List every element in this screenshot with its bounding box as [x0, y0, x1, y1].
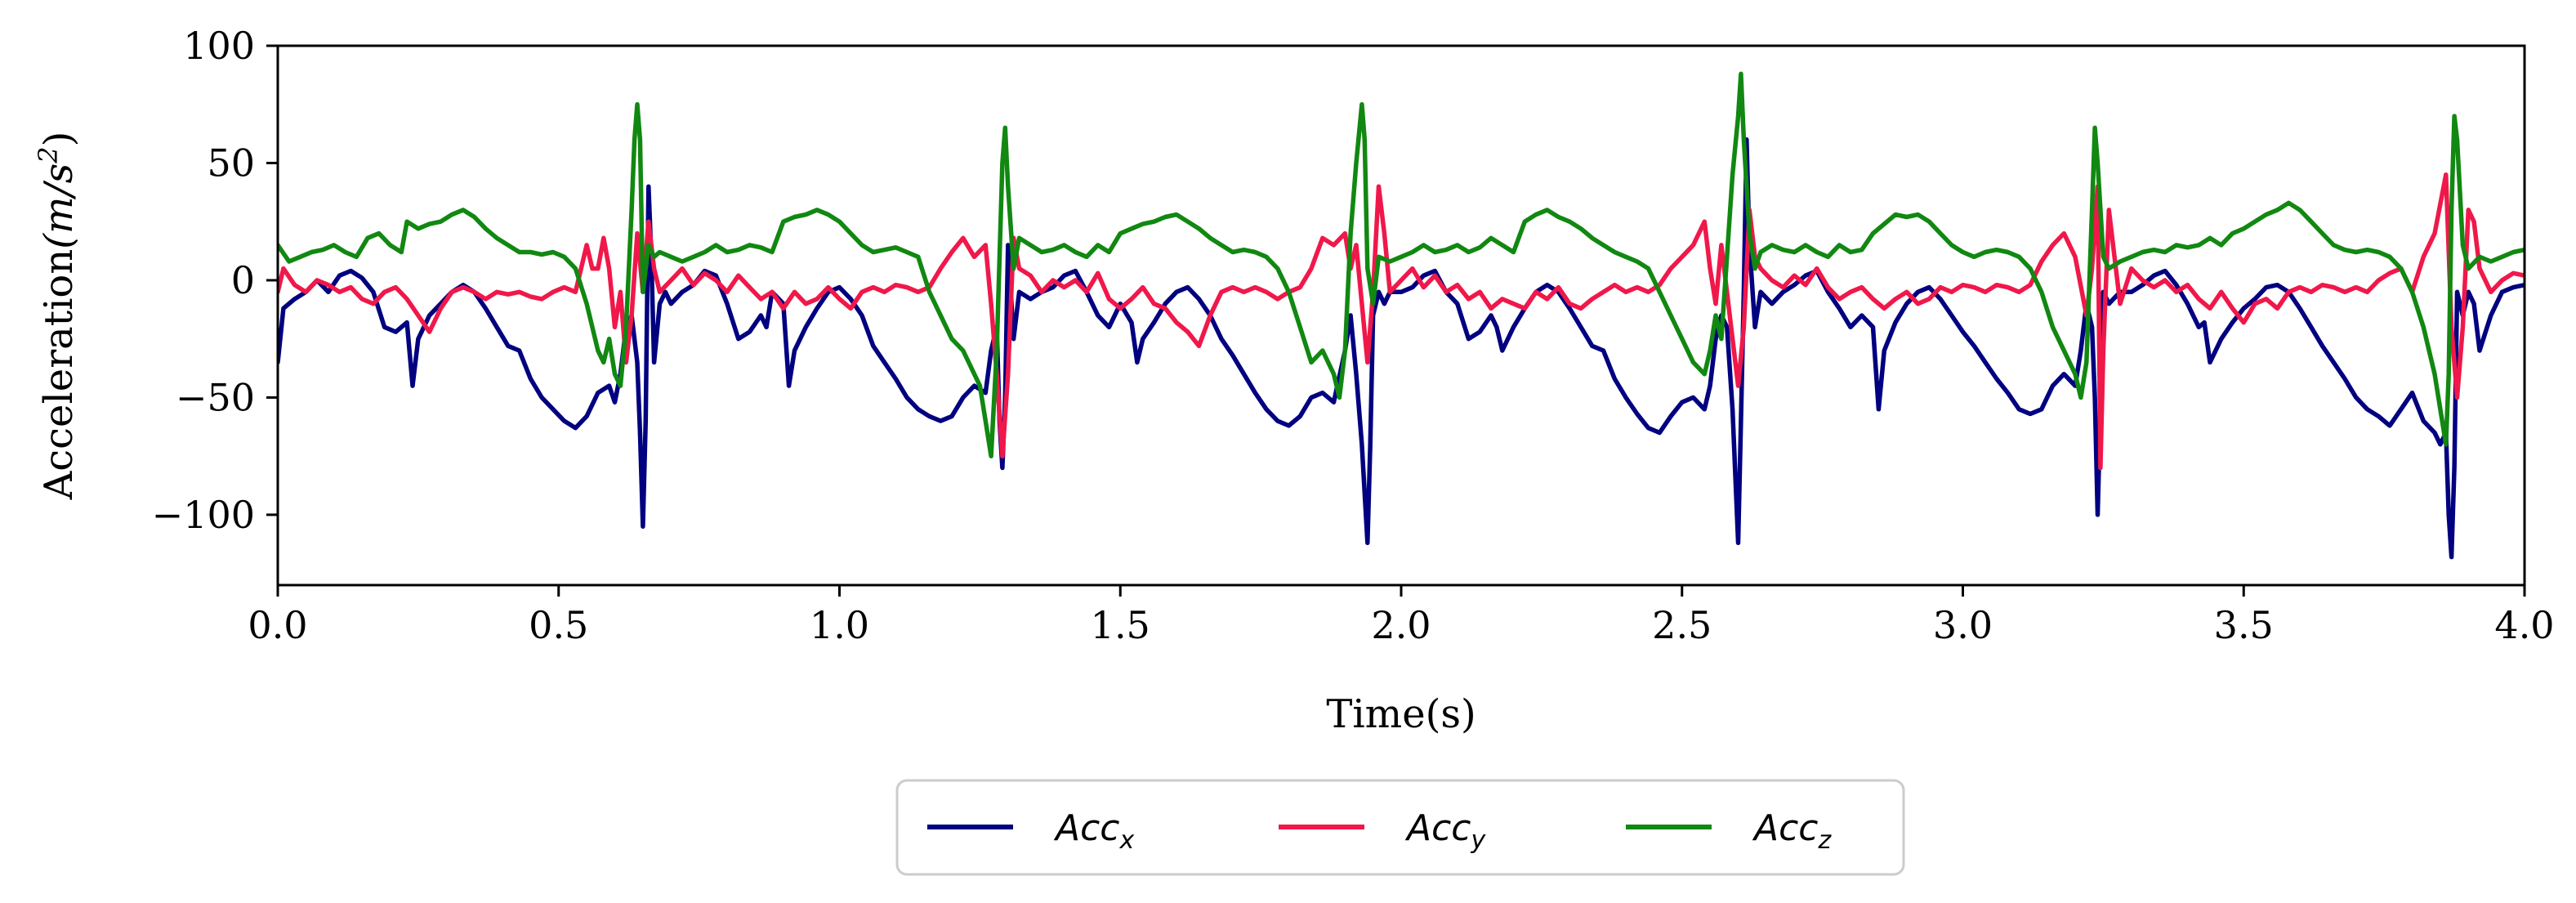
- legend-label-acc-z-sub: z: [1817, 826, 1832, 855]
- y-tick-label: 50: [207, 141, 255, 185]
- x-tick-label: 0.5: [529, 603, 588, 647]
- x-tick-label: 1.0: [810, 603, 869, 647]
- legend-label-acc-y-sub: y: [1470, 826, 1486, 855]
- y-axis-label-prefix: Acceleration: [36, 249, 82, 501]
- legend-label-acc-x: Accx: [1053, 807, 1134, 855]
- legend-frame: [895, 779, 1905, 876]
- legend-label-acc-y-base: Acc: [1404, 807, 1471, 849]
- series-line-acc-z: [278, 71, 2525, 458]
- x-axis: 0.0 0.5 1.0 1.5 2.0 2.5 3.0 3.5 4.0: [248, 585, 2555, 647]
- y-axis-label: Acceleration(m/s2): [33, 132, 82, 501]
- legend-label-acc-x-base: Acc: [1053, 807, 1119, 849]
- y-axis-label-unit: (m/s: [36, 163, 82, 249]
- x-tick-label: 3.0: [1933, 603, 1993, 647]
- x-tick-label: 2.0: [1371, 603, 1431, 647]
- x-tick-label: 1.5: [1091, 603, 1150, 647]
- legend-label-acc-z-base: Acc: [1752, 807, 1818, 849]
- y-tick-label: 0: [231, 258, 255, 302]
- y-tick-label: −50: [176, 375, 255, 419]
- x-axis-label: Time(s): [1326, 691, 1476, 737]
- series-layer: [278, 71, 2525, 560]
- legend-label-acc-y: Accy: [1404, 807, 1486, 855]
- x-tick-label: 4.0: [2494, 603, 2554, 647]
- legend-label-acc-z: Accz: [1752, 807, 1832, 855]
- legend: Accx Accy Accz: [895, 779, 1905, 876]
- y-axis-label-unit-close: ): [36, 132, 82, 147]
- y-axis-label-unit-sup: 2: [33, 146, 64, 163]
- x-tick-label: 3.5: [2214, 603, 2274, 647]
- x-tick-label: 0.0: [248, 603, 307, 647]
- y-tick-label: 100: [183, 24, 255, 68]
- y-axis: 100 50 0 −50 −100: [152, 24, 278, 537]
- y-tick-label: −100: [152, 493, 255, 537]
- x-tick-label: 2.5: [1652, 603, 1712, 647]
- legend-label-acc-x-sub: x: [1118, 826, 1134, 855]
